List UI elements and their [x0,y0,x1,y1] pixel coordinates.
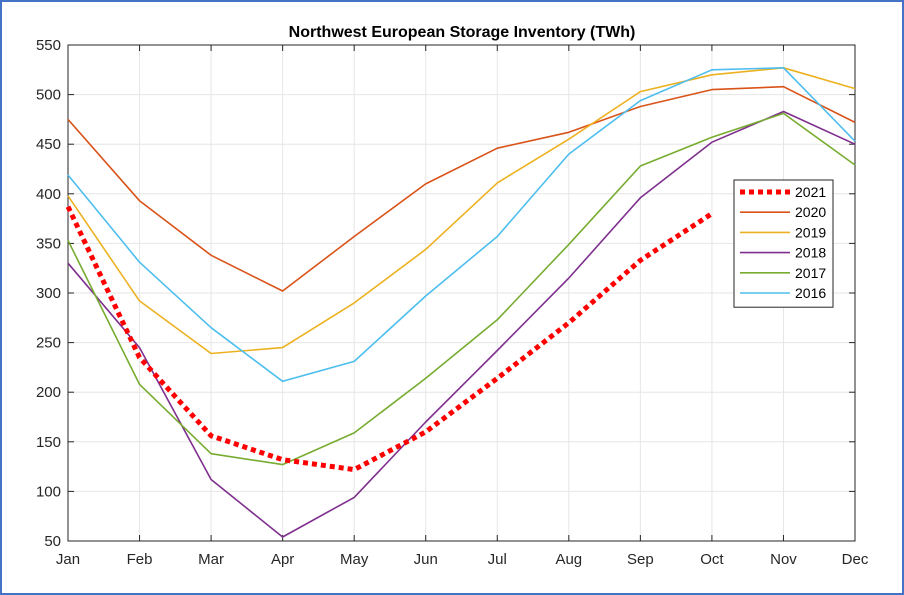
y-tick-label: 300 [36,285,61,302]
axes: Jan Feb Mar Apr May Jun Jul Aug Sep Oct Nov Dec 50 10… [36,37,869,568]
y-tick-label: 350 [36,235,61,252]
legend-label-2021: 2021 [795,184,826,200]
y-tick-label: 450 [36,136,61,153]
y-tick-label: 400 [36,186,61,203]
y-tick-label: 150 [36,434,61,451]
series-line-2016 [67,67,856,383]
x-tick-label: Jul [488,551,507,568]
series-line-2018 [67,110,856,538]
legend-label-2017: 2017 [795,265,826,281]
x-tick-label: Jan [56,551,80,568]
series-line-2017 [67,112,856,466]
series-line-2021 [65,205,714,473]
y-tick-label: 250 [36,335,61,352]
x-tick-label: Nov [770,551,797,568]
series-line-2020 [67,85,856,292]
y-tick-label: 550 [36,37,61,54]
x-tick-label: Oct [700,551,724,568]
legend: 2021 2020 2019 2018 2017 2016 [733,179,834,308]
legend-box [733,179,834,308]
x-tick-label: Aug [555,551,582,568]
y-tick-label: 200 [36,384,61,401]
chart-title: Northwest European Storage Inventory (TW… [289,24,636,41]
axes-box [67,44,856,542]
legend-label-2020: 2020 [795,204,826,220]
legend-label-2019: 2019 [795,224,826,240]
x-tick-label: Mar [198,551,224,568]
y-tick-label: 500 [36,87,61,104]
legend-label-2018: 2018 [795,245,826,261]
x-tick-label: Feb [127,551,153,568]
x-tick-label: Apr [271,551,294,568]
x-tick-label: May [340,551,369,568]
x-tick-label: Sep [627,551,654,568]
x-tick-label: Jun [414,551,438,568]
series-group [65,67,856,538]
y-tick-label: 100 [36,483,61,500]
y-tick-label: 50 [44,533,61,550]
x-tick-label: Dec [842,551,869,568]
legend-label-2016: 2016 [795,285,826,301]
series-line-2019 [67,67,856,355]
